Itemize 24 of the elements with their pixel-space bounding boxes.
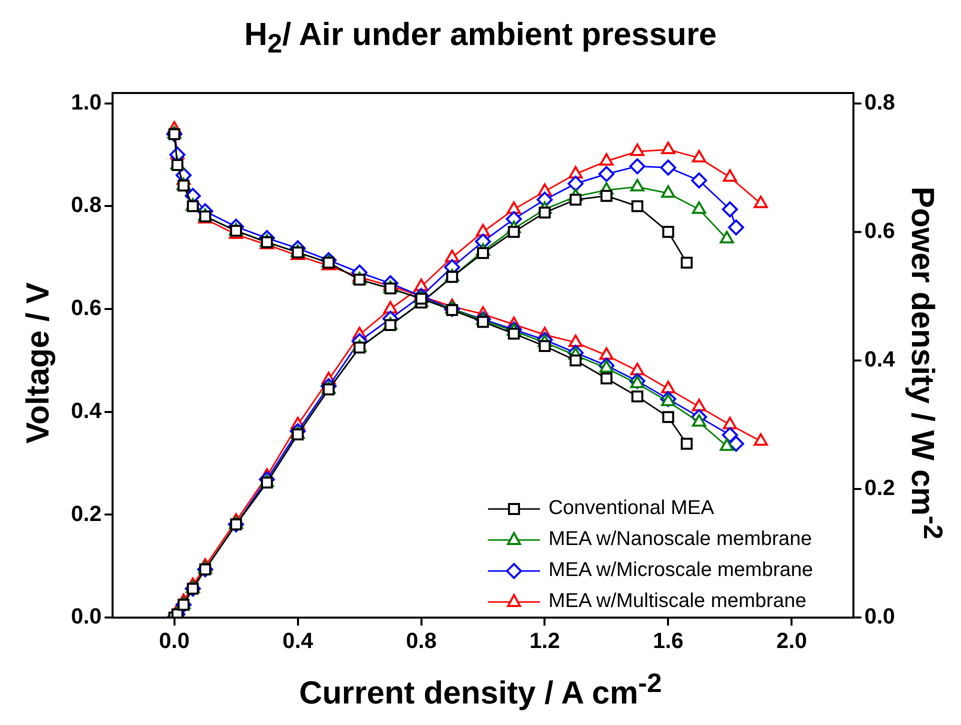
legend-label: MEA w/Multiscale membrane bbox=[548, 590, 806, 613]
y2-tick-label: 0.0 bbox=[864, 604, 896, 629]
y-tick-label: 0.6 bbox=[70, 295, 102, 320]
x-axis-title: Current density / A cm$^{-2}$ bbox=[298, 668, 663, 712]
legend-label: MEA w/Nanoscale membrane bbox=[548, 528, 812, 551]
y2-tick-label: 0.4 bbox=[864, 346, 896, 372]
y-tick-label: 0.4 bbox=[70, 398, 102, 423]
x-tick-label: 0.4 bbox=[282, 628, 314, 653]
y2-tick-label: 0.8 bbox=[864, 89, 896, 114]
y-tick-label: 0.8 bbox=[70, 192, 102, 218]
y-tick-label: 0.2 bbox=[70, 500, 102, 526]
x-tick-label: 0.0 bbox=[159, 628, 190, 653]
x-tick-label: 1.2 bbox=[529, 628, 560, 653]
chart-title: H$_{2}$/ Air under ambient pressure bbox=[243, 16, 718, 60]
x-tick-label: 1.6 bbox=[652, 628, 684, 653]
y2-tick-label: 0.2 bbox=[864, 475, 896, 500]
legend-label: Conventional MEA bbox=[548, 497, 714, 520]
x-tick-label: 2.0 bbox=[776, 628, 807, 653]
y-axis-title: Voltage / V bbox=[20, 282, 56, 444]
x-tick-label: 0.8 bbox=[406, 628, 437, 653]
y-tick-label: 1.0 bbox=[70, 89, 102, 114]
y-tick-label: 0.0 bbox=[70, 604, 102, 629]
legend-label: MEA w/Microscale membrane bbox=[548, 559, 813, 582]
y2-tick-label: 0.6 bbox=[864, 218, 896, 243]
